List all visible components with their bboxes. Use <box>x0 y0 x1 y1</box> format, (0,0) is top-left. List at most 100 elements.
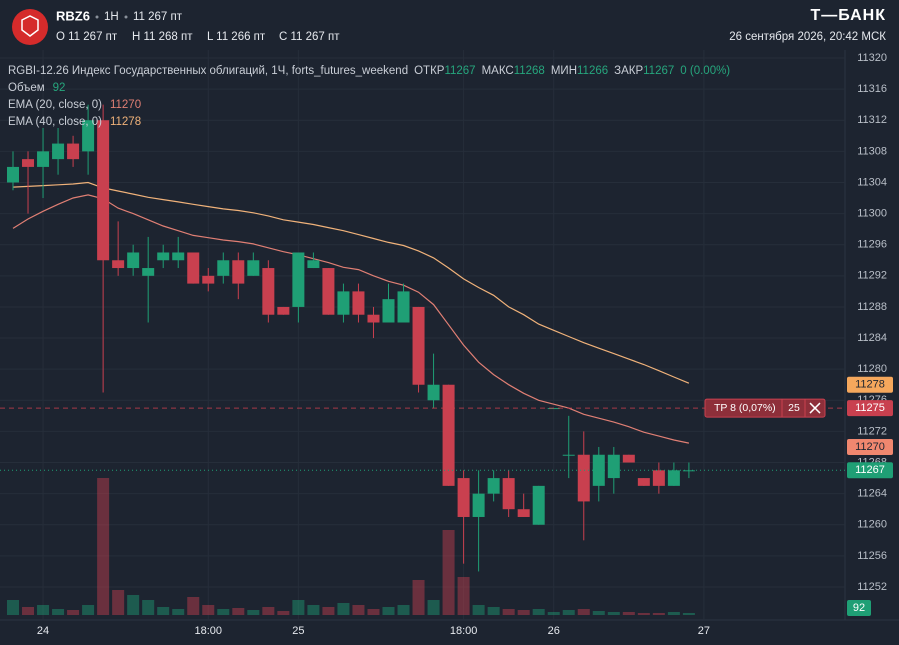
price-badge <box>847 376 893 393</box>
legend-value: 11267 <box>444 65 475 77</box>
x-tick-label: 25 <box>292 625 304 637</box>
x-tick-label: 24 <box>37 625 49 637</box>
candle-body <box>247 260 260 276</box>
volume-bar <box>97 478 110 615</box>
legend-key: ЗАКР <box>614 65 643 77</box>
volume-bar <box>262 607 275 615</box>
volume-bar <box>442 530 455 615</box>
y-tick-label: 11308 <box>857 145 887 157</box>
price-badge-label: 11275 <box>855 402 885 414</box>
interval: 1H <box>104 11 119 23</box>
candle-body <box>82 120 95 152</box>
volume-bar <box>142 600 155 615</box>
volume-bar <box>622 612 635 615</box>
price-badge-label: 11278 <box>855 379 885 391</box>
tp-close[interactable] <box>809 402 821 414</box>
volume-bar <box>217 609 230 615</box>
separator <box>95 15 99 19</box>
candle-body <box>67 143 80 160</box>
price-axis-bg <box>845 50 899 620</box>
logo-emblem <box>21 15 39 37</box>
candle-body <box>97 120 110 261</box>
volume-bar <box>382 607 395 615</box>
candle-body <box>442 384 455 486</box>
candle-body <box>397 291 410 323</box>
symbol: RBZ6 <box>56 8 90 23</box>
legend-key: МАКС <box>482 65 514 77</box>
volume-badge <box>847 600 871 616</box>
volume-bar <box>37 605 50 615</box>
volume-bar <box>517 610 530 615</box>
candle-body <box>22 159 35 167</box>
legend-key: ОТКР <box>414 65 445 77</box>
candle-body <box>577 454 590 502</box>
datetime: 26 сентября 2026, 20:42 МСК <box>729 31 886 43</box>
candle-body <box>457 478 470 517</box>
volume-bar <box>427 600 440 615</box>
price: 11 267 пт <box>133 11 183 23</box>
volume-bar <box>67 610 80 615</box>
volume-badge-label: 92 <box>853 602 865 614</box>
legend-key: EMA (40, close, 0) <box>8 116 102 128</box>
legend-ema: EMA (20, close, 0) 11270 <box>8 99 141 111</box>
ohlc-high: H 11 268 пт <box>132 31 193 43</box>
candle-body <box>532 485 545 525</box>
price-badge <box>847 462 893 479</box>
candle-body <box>142 268 155 276</box>
ohlc-close: C 11 267 пт <box>279 31 340 43</box>
candle-body <box>652 470 665 486</box>
volume-bar <box>232 608 245 615</box>
volume-bar <box>397 605 410 615</box>
candle-body <box>172 252 185 261</box>
y-tick-label: 11260 <box>857 519 887 531</box>
volume-bar <box>247 610 260 615</box>
volume-bar <box>337 603 350 615</box>
volume-bar <box>202 605 215 615</box>
candle-body <box>112 260 125 269</box>
brand: Т—БАНК <box>810 7 886 24</box>
volume-bar <box>367 609 380 615</box>
candle-body <box>37 151 50 167</box>
price-badge <box>847 400 893 417</box>
candle-body <box>352 291 365 315</box>
volume-bar <box>502 609 515 615</box>
logo <box>12 9 48 45</box>
candle-body <box>7 166 19 183</box>
candle-body <box>202 275 215 284</box>
candle-body <box>562 454 575 456</box>
volume-bar <box>82 605 95 615</box>
volume-bar <box>352 605 365 615</box>
candle-body <box>487 478 500 494</box>
separator <box>124 15 128 19</box>
candle-body <box>232 260 245 284</box>
instrument: RGBI-12.26 Индекс Государственных облига… <box>8 65 408 77</box>
y-tick-label: 11316 <box>857 83 887 95</box>
volume-bar <box>652 613 665 615</box>
y-tick-label: 11292 <box>857 270 887 282</box>
x-tick-label: 27 <box>698 625 710 637</box>
y-tick-label: 11284 <box>857 332 887 344</box>
candle-body <box>52 143 65 160</box>
legend-value: 11270 <box>110 99 141 111</box>
ema-line <box>12 181 690 384</box>
candle-body <box>382 299 395 323</box>
y-tick-label: 11304 <box>857 176 887 188</box>
candle-body <box>607 454 620 479</box>
volume-bar <box>457 577 470 615</box>
candle-body <box>427 384 440 401</box>
tp-order <box>704 398 826 418</box>
y-tick-label: 11280 <box>857 363 887 375</box>
legend-value: 11268 <box>514 65 545 77</box>
y-tick-label: 11300 <box>857 207 887 219</box>
y-tick-label: 11296 <box>857 239 887 251</box>
volume-bar <box>277 611 290 615</box>
volume-bar <box>112 590 125 615</box>
candle-body <box>367 314 380 323</box>
candle-body <box>217 260 230 276</box>
volume-bar <box>547 612 560 615</box>
volume-bar <box>307 605 320 615</box>
volume-bar <box>127 595 140 615</box>
volume-bar <box>157 607 170 615</box>
volume-bar <box>322 607 335 615</box>
